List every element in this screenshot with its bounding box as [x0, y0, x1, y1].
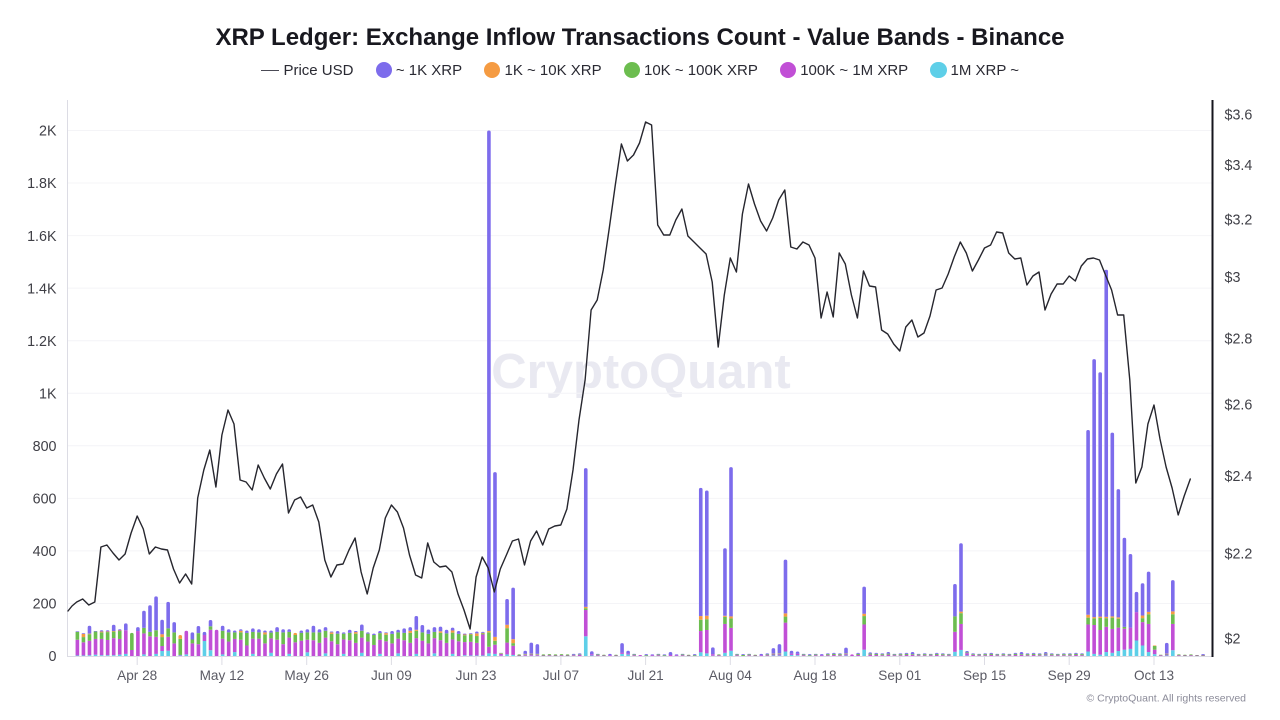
svg-text:2K: 2K: [39, 124, 57, 140]
svg-text:May 12: May 12: [200, 668, 245, 683]
svg-text:Jun 09: Jun 09: [371, 668, 412, 683]
svg-text:$3.6: $3.6: [1225, 107, 1253, 123]
svg-text:1.4K: 1.4K: [27, 281, 57, 297]
svg-text:© CryptoQuant. All rights rese: © CryptoQuant. All rights reserved: [1087, 693, 1247, 705]
svg-text:1.2K: 1.2K: [27, 334, 57, 350]
svg-text:May 26: May 26: [284, 668, 329, 683]
svg-text:Sep 15: Sep 15: [963, 668, 1006, 683]
svg-text:1K: 1K: [39, 386, 57, 402]
svg-text:1.6K: 1.6K: [27, 229, 57, 245]
svg-text:Sep 01: Sep 01: [878, 668, 921, 683]
svg-text:$2.4: $2.4: [1225, 469, 1253, 485]
svg-text:600: 600: [33, 492, 57, 508]
svg-text:Apr 28: Apr 28: [117, 668, 157, 683]
svg-text:Oct 13: Oct 13: [1134, 668, 1174, 683]
svg-text:$3: $3: [1225, 270, 1241, 286]
svg-text:CryptoQuant: CryptoQuant: [491, 345, 790, 399]
svg-text:400: 400: [33, 544, 57, 560]
svg-text:$2.8: $2.8: [1225, 331, 1253, 347]
svg-text:1.8K: 1.8K: [27, 176, 57, 192]
svg-text:Jun 23: Jun 23: [456, 668, 497, 683]
svg-text:$2.2: $2.2: [1225, 547, 1253, 563]
svg-text:Aug 04: Aug 04: [709, 668, 753, 683]
svg-text:$3.2: $3.2: [1225, 212, 1253, 228]
svg-text:$2: $2: [1225, 632, 1241, 648]
svg-text:Sep 29: Sep 29: [1048, 668, 1091, 683]
svg-text:Jul 07: Jul 07: [543, 668, 579, 683]
svg-text:$3.4: $3.4: [1225, 158, 1253, 174]
svg-text:$2.6: $2.6: [1225, 398, 1253, 414]
svg-text:800: 800: [33, 439, 57, 455]
svg-text:0: 0: [49, 649, 57, 665]
svg-text:200: 200: [33, 597, 57, 613]
svg-text:Aug 18: Aug 18: [793, 668, 836, 683]
svg-text:Jul 21: Jul 21: [627, 668, 663, 683]
